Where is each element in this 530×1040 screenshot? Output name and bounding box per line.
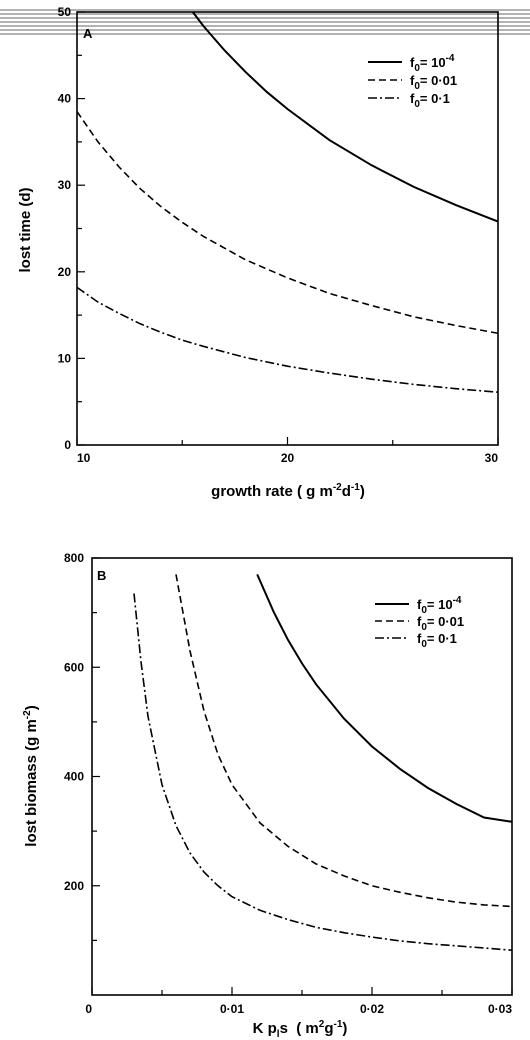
axis-ticks: 0 0·01 0·02 0·03 200 400 600 800 bbox=[64, 551, 513, 1016]
legend-label: f0= 0·01 bbox=[410, 73, 457, 92]
scan-artifact bbox=[0, 9, 530, 35]
y-tick-label: 0 bbox=[64, 438, 71, 452]
curves bbox=[133, 573, 513, 951]
y-axis-title: lost biomass (g m-2) bbox=[22, 705, 40, 846]
legend-label: f0= 10-4 bbox=[410, 53, 455, 74]
x-tick-label: 0·02 bbox=[360, 1002, 384, 1016]
x-tick-label: 0 bbox=[85, 1002, 92, 1016]
x-tick-label: 20 bbox=[281, 451, 295, 465]
x-tick-label: 10 bbox=[77, 451, 91, 465]
series-line-dashdot bbox=[133, 593, 513, 951]
series-line-dashdot bbox=[76, 286, 499, 393]
axis-ticks: 10 20 30 0 10 20 30 40 50 bbox=[58, 5, 499, 465]
y-tick-label: 10 bbox=[58, 351, 72, 365]
x-axis-title: K pls ( m2g-1) bbox=[253, 1019, 348, 1040]
y-tick-label: 50 bbox=[58, 5, 72, 19]
y-tick-label: 800 bbox=[64, 551, 84, 565]
y-axis-title: lost time (d) bbox=[17, 187, 34, 272]
legend-label: f0= 10-4 bbox=[417, 595, 462, 616]
x-axis-title: growth rate ( g m-2d-1) bbox=[211, 482, 365, 500]
y-tick-label: 40 bbox=[58, 92, 72, 106]
legend-label: f0= 0·1 bbox=[417, 631, 457, 650]
series-line-dashed bbox=[76, 111, 499, 335]
y-tick-label: 30 bbox=[58, 178, 72, 192]
panel-a: A 10 20 30 0 10 20 30 40 50 f0= 10-4f0= 0·01f0= … bbox=[17, 5, 499, 500]
series-line-solid bbox=[192, 11, 499, 223]
y-tick-label: 200 bbox=[64, 879, 84, 893]
panel-label: A bbox=[83, 26, 93, 41]
curves bbox=[76, 11, 499, 393]
series-line-dashed bbox=[175, 574, 513, 908]
series-line-solid bbox=[256, 573, 513, 823]
y-tick-label: 20 bbox=[58, 265, 72, 279]
panel-label: B bbox=[97, 568, 106, 583]
y-tick-label: 600 bbox=[64, 660, 84, 674]
y-tick-label: 400 bbox=[64, 770, 84, 784]
x-tick-label: 0·01 bbox=[220, 1002, 244, 1016]
legend-label: f0= 0·01 bbox=[417, 614, 464, 633]
legend-label: f0= 0·1 bbox=[410, 91, 450, 110]
x-tick-label: 30 bbox=[485, 451, 499, 465]
x-tick-label: 0·03 bbox=[488, 1002, 512, 1016]
